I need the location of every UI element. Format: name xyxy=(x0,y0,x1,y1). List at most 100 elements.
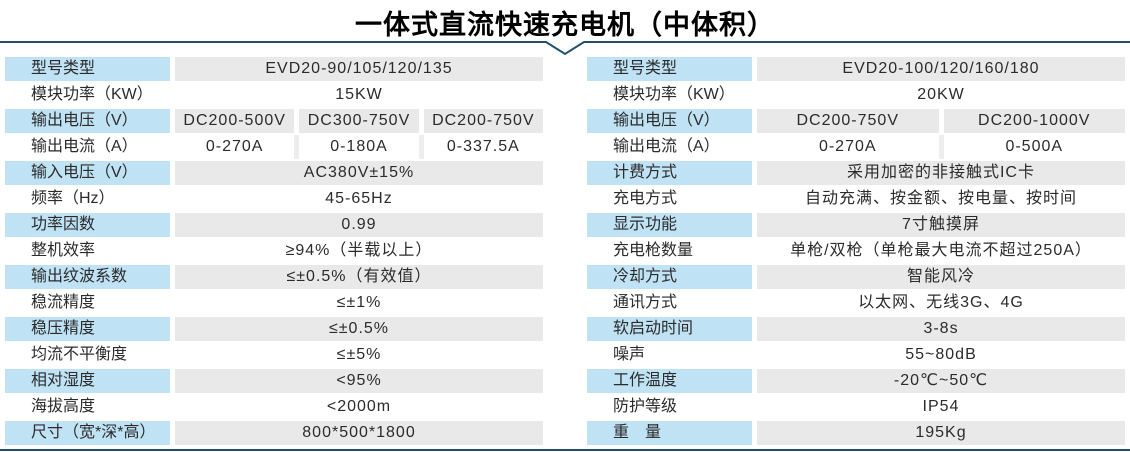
spec-value-group: 采用加密的非接触式IC卡 xyxy=(757,161,1125,185)
spec-value: EVD20-90/105/120/135 xyxy=(175,57,543,81)
spec-value: EVD20-100/120/160/180 xyxy=(757,57,1125,81)
spec-value: 采用加密的非接触式IC卡 xyxy=(757,161,1125,185)
spec-value-group: ≤±0.5%（有效值） xyxy=(175,265,543,289)
spec-label: 功率因数 xyxy=(5,213,170,237)
table-row: 功率因数 0.99 xyxy=(5,213,543,237)
spec-value: 7寸触摸屏 xyxy=(757,213,1125,237)
spec-label: 充电方式 xyxy=(587,187,752,211)
table-row: 防护等级 IP54 xyxy=(587,395,1125,419)
table-row: 噪声 55~80dB xyxy=(587,343,1125,367)
spec-value: ≤±0.5% xyxy=(175,317,543,341)
spec-label: 型号类型 xyxy=(5,57,170,81)
bottom-divider-rule xyxy=(0,449,1130,451)
spec-value-group: 195Kg xyxy=(757,421,1125,445)
table-row: 模块功率（KW） 20KW xyxy=(587,83,1125,107)
spec-table-20kw: 型号类型 EVD20-100/120/160/180 模块功率（KW） 20KW 输出电… xyxy=(587,57,1125,447)
spec-value: 55~80dB xyxy=(757,343,1125,367)
table-row: 计费方式 采用加密的非接触式IC卡 xyxy=(587,161,1125,185)
spec-value-group: 3-8s xyxy=(757,317,1125,341)
table-row: 稳压精度 ≤±0.5% xyxy=(5,317,543,341)
table-row: 输入电压（V） AC380V±15% xyxy=(5,161,543,185)
table-row: 型号类型 EVD20-90/105/120/135 xyxy=(5,57,543,81)
table-row: 软启动时间 3-8s xyxy=(587,317,1125,341)
spec-value: -20℃~50℃ xyxy=(757,369,1125,393)
spec-label: 输出电流（A） xyxy=(5,135,170,159)
spec-value: 0.99 xyxy=(175,213,543,237)
spec-label: 软启动时间 xyxy=(587,317,752,341)
spec-value-group: 20KW xyxy=(757,83,1125,107)
spec-value: AC380V±15% xyxy=(175,161,543,185)
spec-value: 0-270A xyxy=(757,135,939,159)
spec-label: 输入电压（V） xyxy=(5,161,170,185)
spec-label: 整机效率 xyxy=(5,239,170,263)
table-row: 模块功率（KW） 15KW xyxy=(5,83,543,107)
spec-label: 防护等级 xyxy=(587,395,752,419)
spec-value-group: AC380V±15% xyxy=(175,161,543,185)
spec-value-group: DC200-500V DC300-750V DC200-750V xyxy=(175,109,543,133)
spec-value: <2000m xyxy=(175,395,543,419)
spec-label: 稳流精度 xyxy=(5,291,170,315)
spec-value-group: 0.99 xyxy=(175,213,543,237)
spec-value-group: 0-270A 0-500A xyxy=(757,135,1125,159)
spec-label: 海拔高度 xyxy=(5,395,170,419)
table-row: 稳流精度 ≤±1% xyxy=(5,291,543,315)
table-row: 输出电压（V） DC200-750V DC200-1000V xyxy=(587,109,1125,133)
spec-value: 0-180A xyxy=(299,135,419,159)
spec-value-group: 0-270A 0-180A 0-337.5A xyxy=(175,135,543,159)
spec-value-group: -20℃~50℃ xyxy=(757,369,1125,393)
spec-value: 0-270A xyxy=(175,135,295,159)
table-row: 输出纹波系数 ≤±0.5%（有效值） xyxy=(5,265,543,289)
spec-value-group: 15KW xyxy=(175,83,543,107)
spec-value-group: ≤±5% xyxy=(175,343,543,367)
spec-value-group: EVD20-100/120/160/180 xyxy=(757,57,1125,81)
spec-value-group: ≤±1% xyxy=(175,291,543,315)
spec-value: 智能风冷 xyxy=(757,265,1125,289)
table-row: 充电枪数量 单枪/双枪（单枪最大电流不超过250A） xyxy=(587,239,1125,263)
table-row: 重 量 195Kg xyxy=(587,421,1125,445)
spec-label: 型号类型 xyxy=(587,57,752,81)
spec-value: 20KW xyxy=(757,83,1125,107)
spec-table-15kw: 型号类型 EVD20-90/105/120/135 模块功率（KW） 15KW 输出电压… xyxy=(5,57,543,447)
spec-value-group: 智能风冷 xyxy=(757,265,1125,289)
table-row: 频率（Hz） 45-65Hz xyxy=(5,187,543,211)
spec-label: 计费方式 xyxy=(587,161,752,185)
spec-label: 输出电流（A） xyxy=(587,135,752,159)
spec-label: 频率（Hz） xyxy=(5,187,170,211)
spec-value-group: <95% xyxy=(175,369,543,393)
spec-value: 0-337.5A xyxy=(423,135,543,159)
spec-value: ≤±5% xyxy=(175,343,543,367)
table-row: 输出电流（A） 0-270A 0-180A 0-337.5A xyxy=(5,135,543,159)
spec-value: DC200-500V xyxy=(175,109,295,133)
table-row: 冷却方式 智能风冷 xyxy=(587,265,1125,289)
spec-label: 尺寸（宽*深*高） xyxy=(5,421,170,445)
spec-value-group: 55~80dB xyxy=(757,343,1125,367)
table-row: 整机效率 ≥94%（半载以上） xyxy=(5,239,543,263)
spec-value: ≤±0.5%（有效值） xyxy=(175,265,543,289)
table-row: 型号类型 EVD20-100/120/160/180 xyxy=(587,57,1125,81)
spec-value-group: 45-65Hz xyxy=(175,187,543,211)
spec-label: 稳压精度 xyxy=(5,317,170,341)
table-row: 充电方式 自动充满、按金额、按电量、按时间 xyxy=(587,187,1125,211)
spec-value: <95% xyxy=(175,369,543,393)
table-row: 输出电流（A） 0-270A 0-500A xyxy=(587,135,1125,159)
spec-value: 自动充满、按金额、按电量、按时间 xyxy=(757,187,1125,211)
table-row: 尺寸（宽*深*高） 800*500*1800 xyxy=(5,421,543,445)
spec-value-group: <2000m xyxy=(175,395,543,419)
spec-value: 15KW xyxy=(175,83,543,107)
spec-value: DC300-750V xyxy=(299,109,419,133)
spec-label: 模块功率（KW） xyxy=(587,83,752,107)
spec-value-group: ≤±0.5% xyxy=(175,317,543,341)
spec-value: 以太网、无线3G、4G xyxy=(757,291,1125,315)
spec-value: DC200-750V xyxy=(757,109,939,133)
spec-value: ≤±1% xyxy=(175,291,543,315)
spec-label: 显示功能 xyxy=(587,213,752,237)
spec-value-group: 以太网、无线3G、4G xyxy=(757,291,1125,315)
spec-value: DC200-750V xyxy=(423,109,543,133)
table-row: 显示功能 7寸触摸屏 xyxy=(587,213,1125,237)
table-row: 海拔高度 <2000m xyxy=(5,395,543,419)
spec-label: 模块功率（KW） xyxy=(5,83,170,107)
spec-value-group: ≥94%（半载以上） xyxy=(175,239,543,263)
spec-value: 3-8s xyxy=(757,317,1125,341)
spec-label: 重 量 xyxy=(587,421,752,445)
spec-value-group: 单枪/双枪（单枪最大电流不超过250A） xyxy=(757,239,1125,263)
